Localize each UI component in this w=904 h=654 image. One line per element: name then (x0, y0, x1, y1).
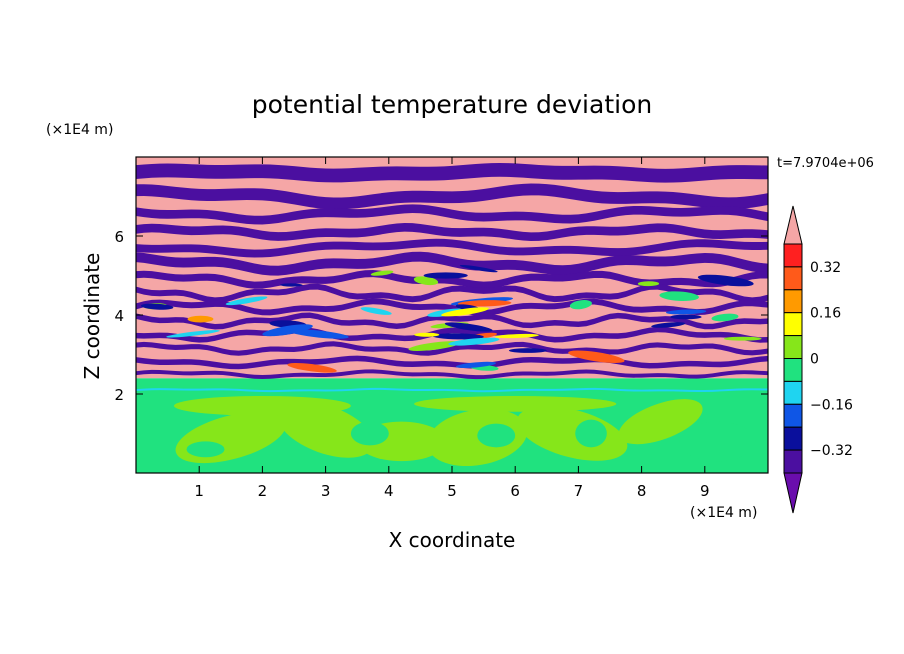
x-tick-label: 5 (447, 482, 457, 500)
contour-region (569, 300, 592, 310)
contour-region (370, 270, 394, 276)
contour-region (360, 307, 392, 315)
colorbar-extend-bottom (783, 472, 803, 514)
colorbar-extend-top (783, 205, 803, 245)
x-tick-label: 7 (574, 482, 584, 500)
x-tick-label: 1 (194, 482, 204, 500)
contour-region (136, 387, 768, 393)
plot-area (135, 156, 769, 474)
contour-region (173, 395, 351, 416)
contour-region (187, 315, 214, 323)
y-axis-label: Z coordinate (80, 253, 104, 380)
contour-region (136, 183, 768, 210)
time-label: t=7.9704e+06 (777, 156, 874, 171)
contour-region (459, 265, 498, 273)
contour-region (441, 307, 489, 317)
contour-region (494, 333, 539, 339)
y-axis-unit: (×1E4 m) (46, 122, 113, 138)
colorbar-box (783, 358, 803, 382)
colorbar-box (783, 449, 803, 474)
contour-region (444, 322, 493, 332)
contour-region (414, 332, 440, 337)
contour-region (140, 303, 174, 310)
contour-region (670, 314, 702, 320)
contour-region (166, 330, 220, 338)
contour-region (697, 274, 754, 287)
colorbar-box (783, 312, 803, 337)
colorbar-box (783, 289, 803, 314)
contour-region (408, 341, 461, 351)
colorbar-tick-label: −0.32 (810, 443, 853, 459)
x-axis-label: X coordinate (389, 528, 516, 552)
contour-region (350, 421, 389, 446)
contour-region (423, 272, 468, 279)
contour-region (414, 395, 617, 412)
y-tick-label: 6 (114, 228, 124, 246)
contour-region (516, 406, 628, 461)
x-tick-label: 9 (700, 482, 710, 500)
contour-region (448, 337, 500, 346)
contour-region (287, 362, 337, 373)
colorbar-tick-label: −0.16 (810, 397, 853, 413)
contour-region (136, 238, 768, 258)
x-axis-unit: (×1E4 m) (690, 505, 757, 521)
contour-region (136, 162, 768, 183)
x-tick-label: 3 (321, 482, 331, 500)
contour-region (136, 283, 768, 304)
contour-region (568, 350, 625, 364)
contour-field (136, 157, 768, 473)
contour-region (136, 369, 768, 380)
contour-region (136, 341, 768, 356)
contour-region (637, 281, 660, 287)
contour-region (289, 329, 349, 339)
contour-region (651, 322, 686, 328)
contour-region (413, 276, 439, 286)
colorbar-box (783, 380, 803, 405)
contour-region (477, 423, 516, 448)
contour-region (432, 333, 484, 340)
contour-region (262, 324, 313, 337)
x-tick-label: 6 (510, 482, 520, 500)
colorbar-tick-label: 0.16 (810, 306, 841, 322)
colorbar: 0.32 0.16 0 −0.16 −0.32 (783, 205, 853, 514)
contour-region (277, 401, 374, 458)
x-tick-label: 2 (258, 482, 268, 500)
contour-region (136, 270, 768, 289)
contour-region (136, 312, 768, 330)
contour-region (618, 399, 703, 445)
colorbar-box (783, 335, 803, 360)
contour-region (136, 204, 768, 225)
contour-region (136, 378, 768, 394)
colorbar-tick-label: 0.32 (810, 260, 841, 276)
y-tick-label: 4 (114, 307, 124, 325)
y-tick-label: 2 (114, 386, 124, 404)
contour-region (136, 222, 768, 242)
contour-region (136, 251, 768, 276)
contour-region (679, 421, 756, 462)
colorbar-box (783, 243, 803, 268)
contour-region (665, 309, 707, 315)
x-axis: 1 2 3 4 5 6 7 8 9 (194, 157, 710, 500)
contour-region (659, 291, 699, 301)
colorbar-box (783, 403, 803, 428)
contour-region (186, 441, 225, 458)
contour-region (575, 419, 607, 448)
colorbar-box (783, 266, 803, 291)
contour-region (136, 298, 768, 316)
colorbar-tick-label: 0 (810, 352, 819, 368)
contour-region (455, 361, 497, 369)
contour-region (225, 296, 268, 306)
x-tick-label: 8 (637, 482, 647, 500)
colorbar-box (783, 426, 803, 451)
contour-region (280, 283, 303, 287)
contour-region (711, 313, 739, 322)
contour-region (508, 348, 547, 353)
y-axis: 2 4 6 (114, 228, 768, 404)
contour-region (427, 408, 528, 467)
x-tick-label: 4 (384, 482, 394, 500)
contour-region (457, 300, 512, 307)
chart-title: potential temperature deviation (252, 90, 652, 119)
contour-region (723, 336, 762, 341)
